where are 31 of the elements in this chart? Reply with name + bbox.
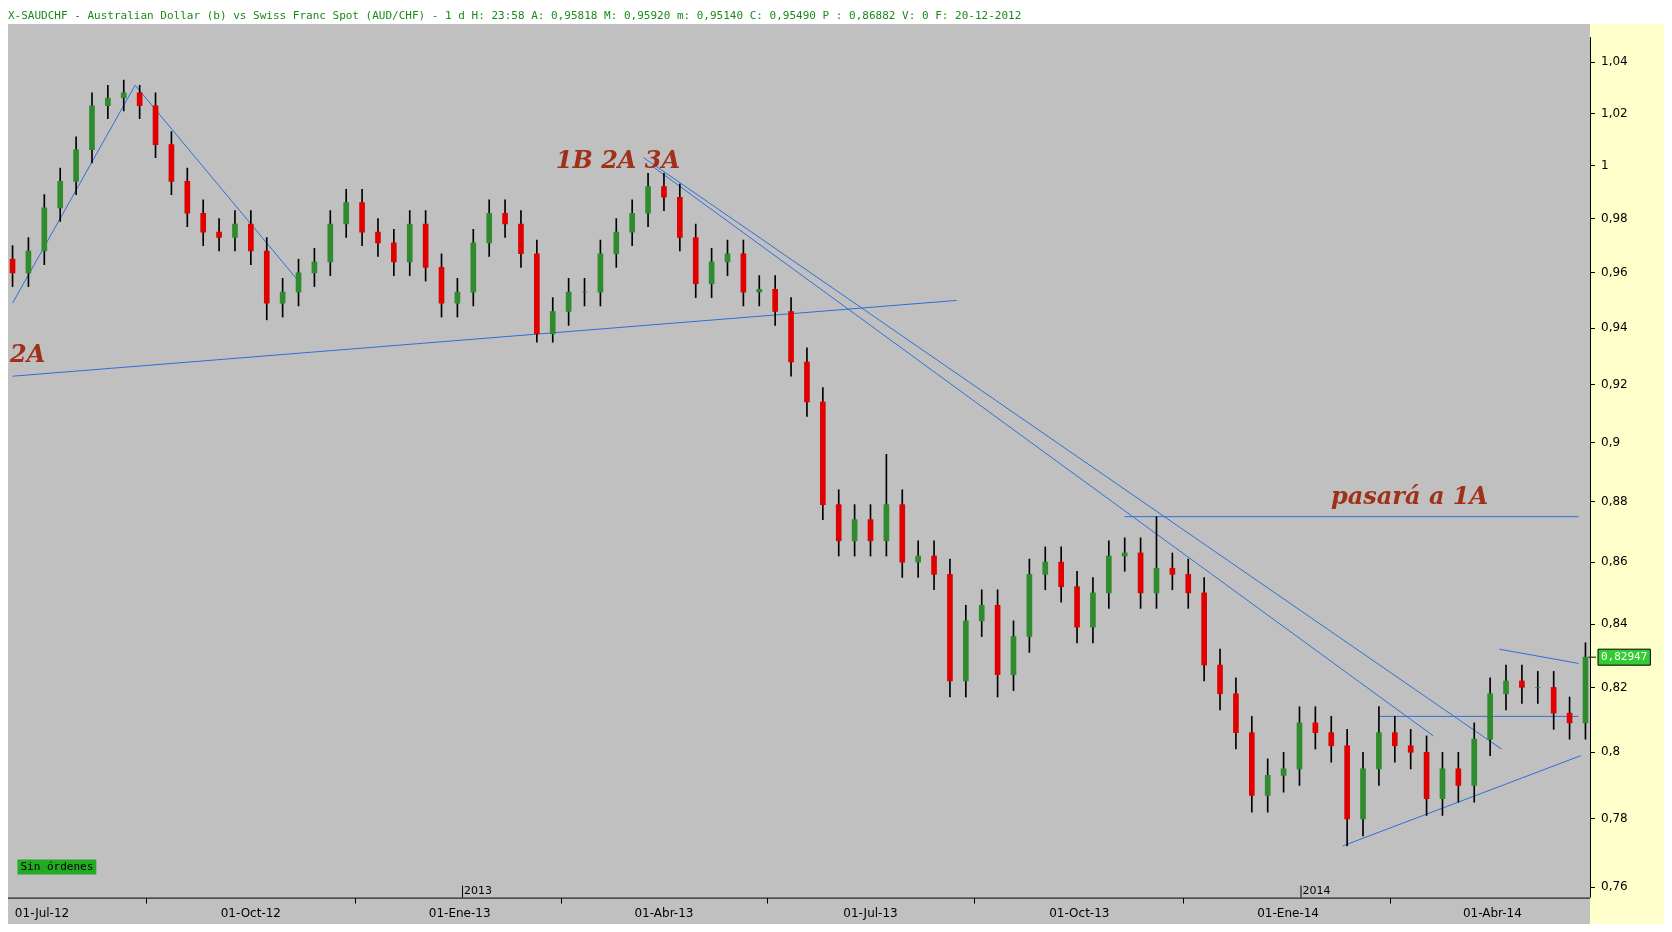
annotation: pasará a 1A (1330, 480, 1489, 510)
y-tick-label: 0,76 (1601, 879, 1628, 894)
x-tick-label: 01-Ene-14 (1257, 905, 1320, 920)
x-tick-label: 01-Ene-13 (428, 905, 491, 920)
x-tick-label: 01-Jul-12 (14, 905, 70, 920)
y-tick-label: 0,98 (1601, 210, 1628, 225)
y-tick-label: 0,78 (1601, 811, 1628, 826)
annotation: 1B 2A 3A (555, 145, 681, 175)
x-tick-label: 01-Abr-14 (1462, 905, 1522, 920)
x-tick-label: 01-Oct-12 (220, 905, 281, 920)
y-tick-label: 1,04 (1601, 54, 1628, 69)
y-tick-label: 0,92 (1601, 376, 1628, 391)
annotation: 2A (9, 338, 46, 368)
annotation: 0,82947 (1601, 650, 1648, 664)
y-tick-label: 0,94 (1601, 320, 1628, 335)
chart-title: X-SAUDCHF - Australian Dollar (b) vs Swiss Franc Spot (AUD/CHF) - 1 d H: 23:58 A: 0,95818 M: 0,95920 m: 0,95140 C: 0,95490 P : 0,86882 V: 0 F: 20-12-2012 (8, 8, 1023, 24)
y-tick-label: 0,82 (1601, 679, 1628, 694)
y-tick-label: 1,02 (1601, 105, 1628, 120)
x-tick-label: 01-Abr-13 (634, 905, 694, 920)
y-tick-label: 0,88 (1601, 493, 1628, 508)
x-tick-label: 01-Jul-13 (843, 905, 898, 920)
annotation: Sin órdenes (20, 860, 94, 874)
y-tick-label: 1 (1601, 157, 1609, 172)
y-tick-label: 0,9 (1601, 434, 1621, 449)
y-tick-label: 0,8 (1601, 744, 1621, 759)
x-tick-label: 01-Oct-13 (1049, 905, 1110, 920)
annotation: 2013 (464, 883, 493, 897)
y-tick-label: 0,84 (1601, 616, 1628, 631)
y-tick-label: 0,96 (1601, 264, 1628, 279)
y-tick-label: 0,86 (1601, 554, 1628, 569)
annotation: 2014 (1302, 883, 1331, 897)
